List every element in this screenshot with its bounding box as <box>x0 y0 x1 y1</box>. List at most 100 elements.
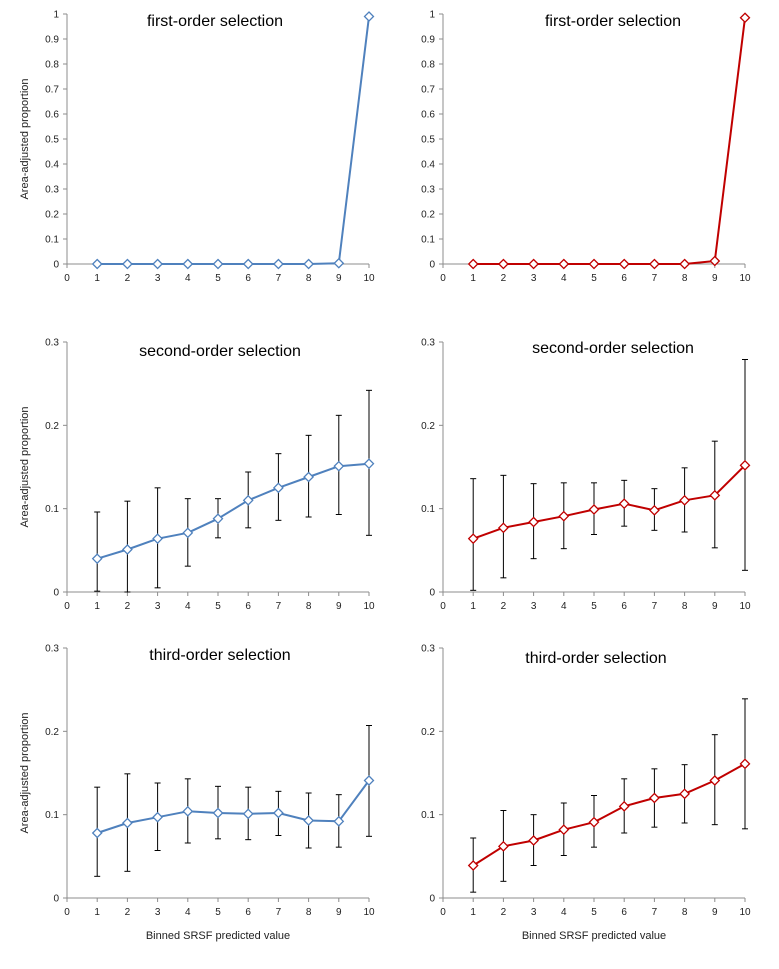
chart-panel-2: 00.10.20.30.40.50.60.70.80.910 1 2 3 4 5 6 7 8 9 1… <box>421 10 751 285</box>
data-point-marker <box>182 527 194 539</box>
data-point-marker <box>467 258 479 270</box>
y-tick-label: 0 <box>53 260 59 271</box>
x-tick-label: 10 <box>739 273 751 284</box>
data-point-marker <box>739 758 751 770</box>
data-point-marker <box>333 815 345 827</box>
data-point-marker <box>242 258 254 270</box>
y-tick-label: 1 <box>53 10 59 21</box>
x-tick-label: 1 <box>470 601 476 612</box>
x-tick-label: 1 <box>94 273 100 284</box>
data-point-marker <box>618 258 630 270</box>
series-line <box>97 16 370 265</box>
x-tick-label: 10 <box>363 273 375 284</box>
data-point-marker <box>333 257 345 269</box>
y-tick-label: 0.2 <box>45 727 59 738</box>
x-tick-label: 10 <box>363 907 375 918</box>
data-point-marker <box>528 258 540 270</box>
data-point-marker <box>242 494 254 506</box>
x-tick-label: 10 <box>739 907 751 918</box>
data-point-marker <box>272 482 284 494</box>
y-tick-label: 0.1 <box>45 810 59 821</box>
x-tick-label: 1 <box>470 907 476 918</box>
data-point-marker <box>212 807 224 819</box>
x-tick-label: 3 <box>531 601 537 612</box>
x-axis-label: Binned SRSF predicted value <box>522 930 666 942</box>
data-point-marker <box>212 513 224 525</box>
y-tick-label: 0.9 <box>45 35 59 46</box>
data-point-marker <box>588 816 600 828</box>
y-tick-label: 0 <box>429 588 435 599</box>
y-tick-label: 0.1 <box>421 504 435 515</box>
data-point-marker <box>91 258 103 270</box>
y-tick-label: 0.5 <box>421 135 435 146</box>
chart-panel-3: 0 0.1 0.2 0.3 0 1 2 3 4 5 6 7 8 9 10 second-order selec… <box>19 338 375 613</box>
x-tick-label: 2 <box>125 601 131 612</box>
y-tick-label: 0.5 <box>45 135 59 146</box>
x-tick-label: 6 <box>621 601 627 612</box>
y-tick-label: 0.3 <box>45 185 59 196</box>
x-tick-label: 9 <box>336 601 342 612</box>
x-tick-label: 1 <box>470 273 476 284</box>
data-point-marker <box>182 258 194 270</box>
data-point-marker <box>91 827 103 839</box>
data-point-marker <box>739 12 751 24</box>
x-tick-label: 6 <box>245 907 251 918</box>
y-tick-label: 0.2 <box>421 210 435 221</box>
y-tick-label: 0.1 <box>45 235 59 246</box>
x-tick-label: 0 <box>440 273 446 284</box>
chart-title: first-order selection <box>545 13 681 30</box>
data-point-marker <box>303 471 315 483</box>
x-tick-label: 10 <box>363 601 375 612</box>
x-tick-label: 8 <box>682 273 688 284</box>
x-tick-label: 2 <box>125 907 131 918</box>
y-axis-label: Area-adjusted proportion <box>19 406 31 527</box>
x-tick-label: 6 <box>621 907 627 918</box>
data-point-marker <box>152 533 164 545</box>
y-tick-label: 0.4 <box>421 160 435 171</box>
y-tick-label: 0.3 <box>421 644 435 655</box>
chart-panel-1: 00.10.20.30.40.50.60.70.80.910 1 2 3 4 5 6 7 8 9 1… <box>19 10 375 285</box>
data-point-marker <box>272 807 284 819</box>
x-tick-label: 1 <box>94 907 100 918</box>
x-tick-label: 3 <box>155 601 161 612</box>
data-point-marker <box>709 489 721 501</box>
x-tick-label: 3 <box>531 907 537 918</box>
x-tick-label: 5 <box>215 273 221 284</box>
data-point-marker <box>121 544 133 555</box>
data-point-marker <box>558 258 570 270</box>
chart-title: second-order selection <box>532 340 694 357</box>
data-point-marker <box>303 815 315 826</box>
x-tick-label: 4 <box>561 601 567 612</box>
x-tick-label: 5 <box>591 601 597 612</box>
x-tick-label: 0 <box>64 273 70 284</box>
x-tick-label: 4 <box>561 907 567 918</box>
data-point-marker <box>528 835 540 846</box>
data-point-marker <box>588 258 600 270</box>
y-tick-label: 0 <box>53 894 59 905</box>
y-tick-label: 0.2 <box>421 421 435 432</box>
chart-panel-6: 0 0.1 0.2 0.3 0 1 2 3 4 5 6 7 8 9 10 third-order select… <box>421 644 751 943</box>
series-line <box>96 462 370 560</box>
y-tick-label: 0.2 <box>45 421 59 432</box>
x-tick-label: 7 <box>276 273 282 284</box>
data-point-marker <box>618 800 630 812</box>
x-tick-label: 5 <box>591 907 597 918</box>
data-point-marker <box>121 817 133 829</box>
data-point-marker <box>212 258 224 270</box>
y-tick-label: 0.1 <box>45 504 59 515</box>
data-point-marker <box>242 808 254 820</box>
x-tick-label: 6 <box>245 273 251 284</box>
x-tick-label: 3 <box>155 907 161 918</box>
x-tick-label: 7 <box>652 907 658 918</box>
x-tick-label: 8 <box>306 273 312 284</box>
x-tick-label: 8 <box>682 601 688 612</box>
data-point-marker <box>363 458 375 470</box>
y-tick-label: 0.8 <box>421 60 435 71</box>
x-tick-label: 5 <box>215 601 221 612</box>
x-tick-label: 8 <box>306 907 312 918</box>
data-point-marker <box>497 840 509 852</box>
chart-title: third-order selection <box>149 647 290 664</box>
data-point-marker <box>679 258 691 270</box>
data-point-marker <box>558 510 570 522</box>
